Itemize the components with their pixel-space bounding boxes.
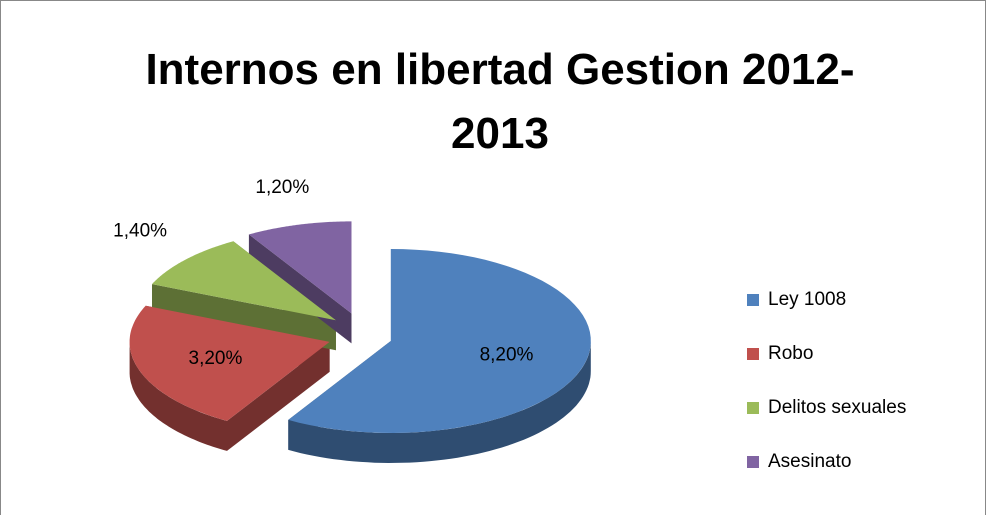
slice-wall [227,341,330,451]
slice-side [129,341,227,451]
pie-slice [129,305,330,421]
pie-slice [152,241,336,321]
legend-swatch [747,294,759,306]
data-label: 1,40% [113,221,167,242]
pie-slice [248,221,352,314]
data-label: 3,20% [189,348,243,369]
pie-slice [288,249,591,433]
legend-label: Robo [768,343,813,364]
chart-title: Internos en libertad Gestion 2012-2013 [145,45,855,158]
slice-wall [152,284,336,351]
legend-label: Asesinato [768,451,851,472]
legend-label: Delitos sexuales [768,397,906,418]
slice-side [288,341,591,463]
data-label: 8,20% [480,345,534,366]
legend-swatch [747,348,759,360]
legend-swatch [747,456,759,468]
legend-label: Ley 1008 [768,289,846,310]
data-label: 1,20% [255,177,309,198]
legend-swatch [747,402,759,414]
